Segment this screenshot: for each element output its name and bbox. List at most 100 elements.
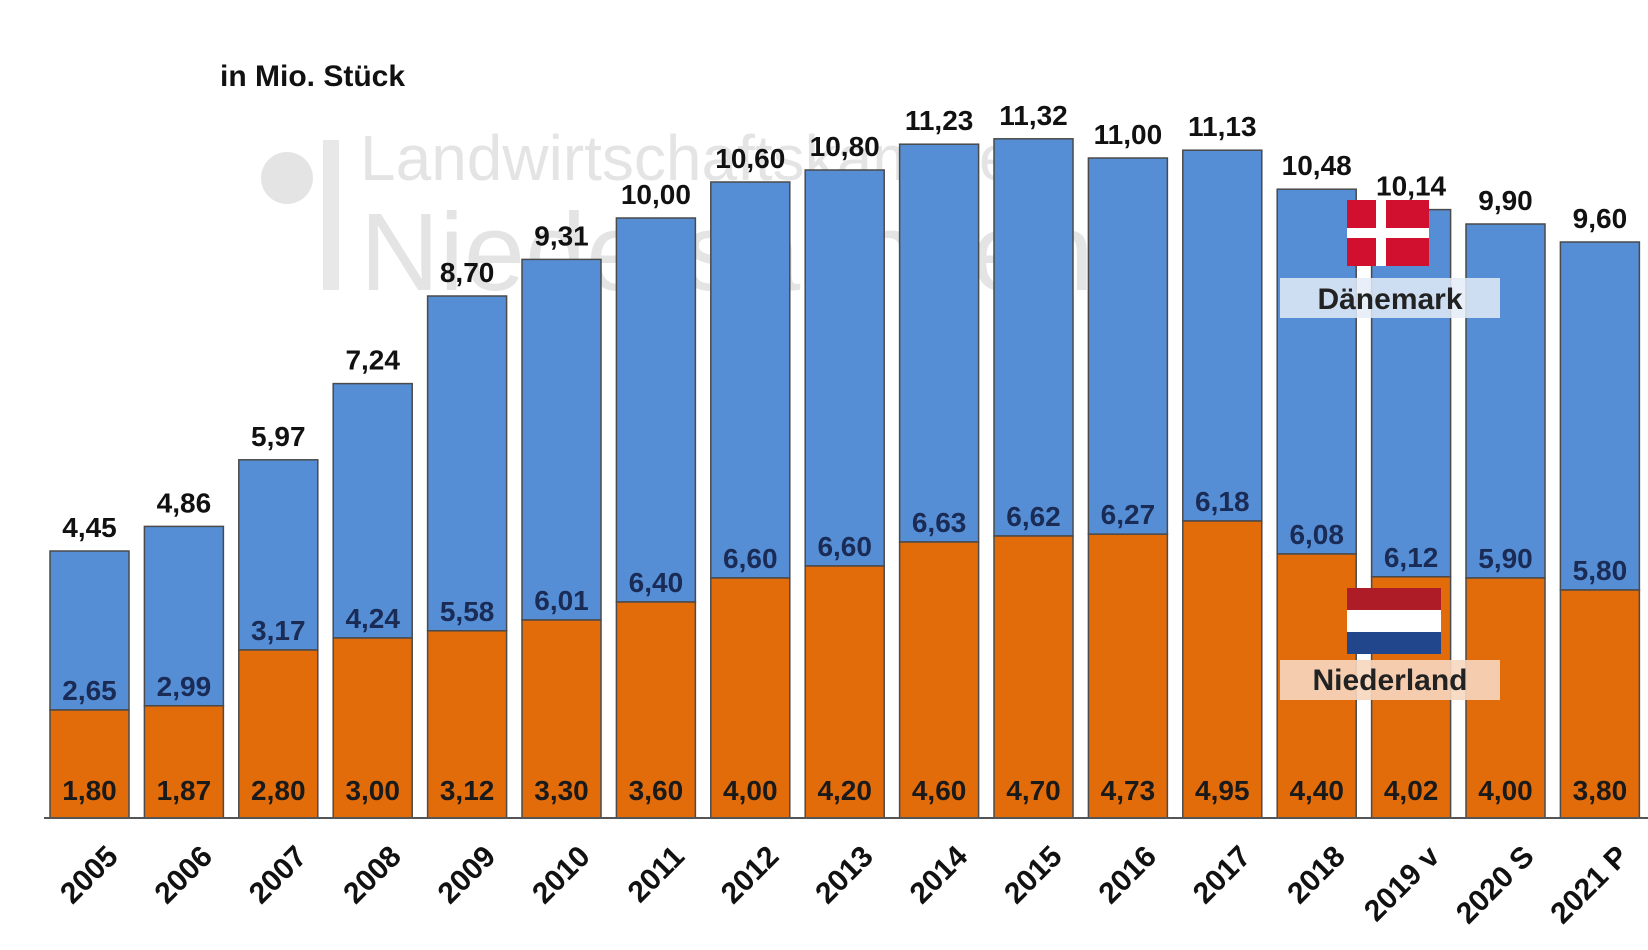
total-value-label: 10,48 bbox=[1282, 150, 1352, 181]
total-value-label: 10,00 bbox=[621, 179, 691, 210]
bar-daenemark bbox=[898, 143, 980, 543]
daenemark-value-label: 2,99 bbox=[157, 671, 212, 702]
niederland-value-label: 3,80 bbox=[1573, 775, 1628, 806]
daenemark-value-label: 6,62 bbox=[1006, 501, 1061, 532]
total-value-label: 11,13 bbox=[1188, 111, 1257, 142]
category-label: 2010 bbox=[526, 840, 597, 911]
category-label: 2017 bbox=[1187, 840, 1258, 911]
total-value-label: 5,97 bbox=[251, 421, 306, 452]
watermark-bar bbox=[323, 140, 339, 290]
daenemark-value-label: 3,17 bbox=[251, 615, 306, 646]
daenemark-value-label: 6,40 bbox=[629, 567, 684, 598]
daenemark-legend-label: Dänemark bbox=[1317, 283, 1462, 316]
total-value-label: 9,31 bbox=[534, 220, 589, 251]
total-value-label: 11,32 bbox=[999, 100, 1068, 131]
niederland-value-label: 4,00 bbox=[1478, 775, 1533, 806]
category-label: 2012 bbox=[715, 840, 786, 911]
niederland-value-label: 4,73 bbox=[1101, 775, 1156, 806]
total-value-label: 11,23 bbox=[905, 105, 974, 136]
category-label: 2019 v bbox=[1358, 840, 1446, 928]
bars-group bbox=[49, 138, 1641, 819]
total-value-label: 10,60 bbox=[715, 143, 785, 174]
niederland-value-label: 2,80 bbox=[251, 775, 306, 806]
bar-daenemark bbox=[1182, 149, 1263, 522]
daenemark-value-label: 6,12 bbox=[1384, 542, 1439, 573]
bar-niederland bbox=[804, 565, 885, 819]
total-value-label: 9,60 bbox=[1573, 203, 1628, 234]
total-value-label: 11,00 bbox=[1094, 119, 1163, 150]
bar-daenemark bbox=[332, 382, 413, 639]
total-value-label: 4,45 bbox=[62, 512, 117, 543]
bar-niederland bbox=[49, 709, 130, 819]
bar-niederland bbox=[426, 630, 508, 819]
niederland-value-label: 3,30 bbox=[534, 775, 589, 806]
bar-daenemark bbox=[615, 217, 697, 603]
bar-daenemark bbox=[1465, 223, 1546, 579]
bar-niederland bbox=[1559, 589, 1641, 819]
bar-daenemark bbox=[710, 181, 791, 579]
niederland-value-label: 3,12 bbox=[440, 775, 495, 806]
netherlands-flag-icon bbox=[1347, 588, 1441, 654]
daenemark-legend: Dänemark bbox=[1280, 200, 1500, 318]
denmark-flag-icon bbox=[1347, 200, 1429, 266]
daenemark-value-label: 5,58 bbox=[440, 596, 495, 627]
bar-daenemark bbox=[426, 295, 508, 632]
daenemark-value-label: 6,63 bbox=[912, 507, 967, 538]
niederland-value-label: 4,02 bbox=[1384, 775, 1439, 806]
bar-niederland bbox=[1182, 520, 1263, 819]
category-label: 2007 bbox=[243, 840, 314, 911]
niederland-value-label: 4,60 bbox=[912, 775, 967, 806]
niederland-value-label: 4,00 bbox=[723, 775, 778, 806]
bar-daenemark bbox=[1087, 157, 1169, 535]
daenemark-value-label: 6,27 bbox=[1101, 499, 1156, 530]
daenemark-value-label: 5,80 bbox=[1573, 555, 1628, 586]
niederland-value-label: 3,00 bbox=[345, 775, 400, 806]
bar-daenemark bbox=[804, 169, 885, 567]
niederland-value-label: 4,70 bbox=[1006, 775, 1061, 806]
daenemark-value-label: 6,60 bbox=[723, 543, 778, 574]
daenemark-value-label: 5,90 bbox=[1478, 543, 1533, 574]
category-label: 2011 bbox=[622, 840, 691, 909]
niederland-legend-label: Niederland bbox=[1312, 664, 1467, 697]
category-labels: 2005 2006 2007 2008 2009 2010 2011 2012 2013 2014… bbox=[54, 840, 1635, 931]
bar-niederland bbox=[238, 649, 319, 819]
bar-daenemark bbox=[521, 258, 602, 621]
niederland-value-label: 3,60 bbox=[629, 775, 684, 806]
bar-daenemark bbox=[1559, 241, 1641, 591]
bar-daenemark bbox=[993, 138, 1074, 537]
unit-label: in Mio. Stück bbox=[220, 60, 405, 93]
total-value-label: 9,90 bbox=[1478, 185, 1533, 216]
category-label: 2015 bbox=[998, 840, 1069, 911]
niederland-legend-bg bbox=[1280, 660, 1500, 700]
daenemark-value-label: 6,60 bbox=[817, 531, 872, 562]
category-label: 2008 bbox=[337, 840, 408, 911]
bar-niederland bbox=[1087, 533, 1169, 819]
niederland-value-label: 4,40 bbox=[1289, 775, 1344, 806]
category-label: 2016 bbox=[1092, 840, 1163, 911]
daenemark-value-label: 6,18 bbox=[1195, 486, 1250, 517]
daenemark-value-label: 6,08 bbox=[1289, 519, 1344, 550]
niederland-value-label: 4,95 bbox=[1195, 775, 1250, 806]
bar-niederland bbox=[615, 601, 697, 819]
bar-daenemark bbox=[1370, 208, 1452, 578]
category-label: 2018 bbox=[1281, 840, 1352, 911]
total-value-label: 10,80 bbox=[810, 131, 880, 162]
daenemark-value-label: 6,01 bbox=[534, 585, 589, 616]
category-label: 2006 bbox=[148, 840, 219, 911]
category-label: 2021 P bbox=[1544, 840, 1635, 931]
total-value-label: 8,70 bbox=[440, 257, 495, 288]
bar-daenemark bbox=[1276, 188, 1357, 555]
category-label: 2014 bbox=[904, 840, 975, 911]
niederland-legend: Niederland bbox=[1280, 588, 1500, 700]
total-value-label: 4,86 bbox=[157, 487, 212, 518]
niederland-value-label: 4,20 bbox=[817, 775, 872, 806]
category-label: 2020 S bbox=[1450, 840, 1541, 931]
bar-niederland bbox=[710, 577, 791, 819]
bar-daenemark bbox=[143, 525, 225, 707]
category-label: 2009 bbox=[432, 840, 503, 911]
bar-niederland bbox=[898, 541, 980, 819]
category-label: 2013 bbox=[809, 840, 880, 911]
category-label: 2005 bbox=[54, 840, 125, 911]
